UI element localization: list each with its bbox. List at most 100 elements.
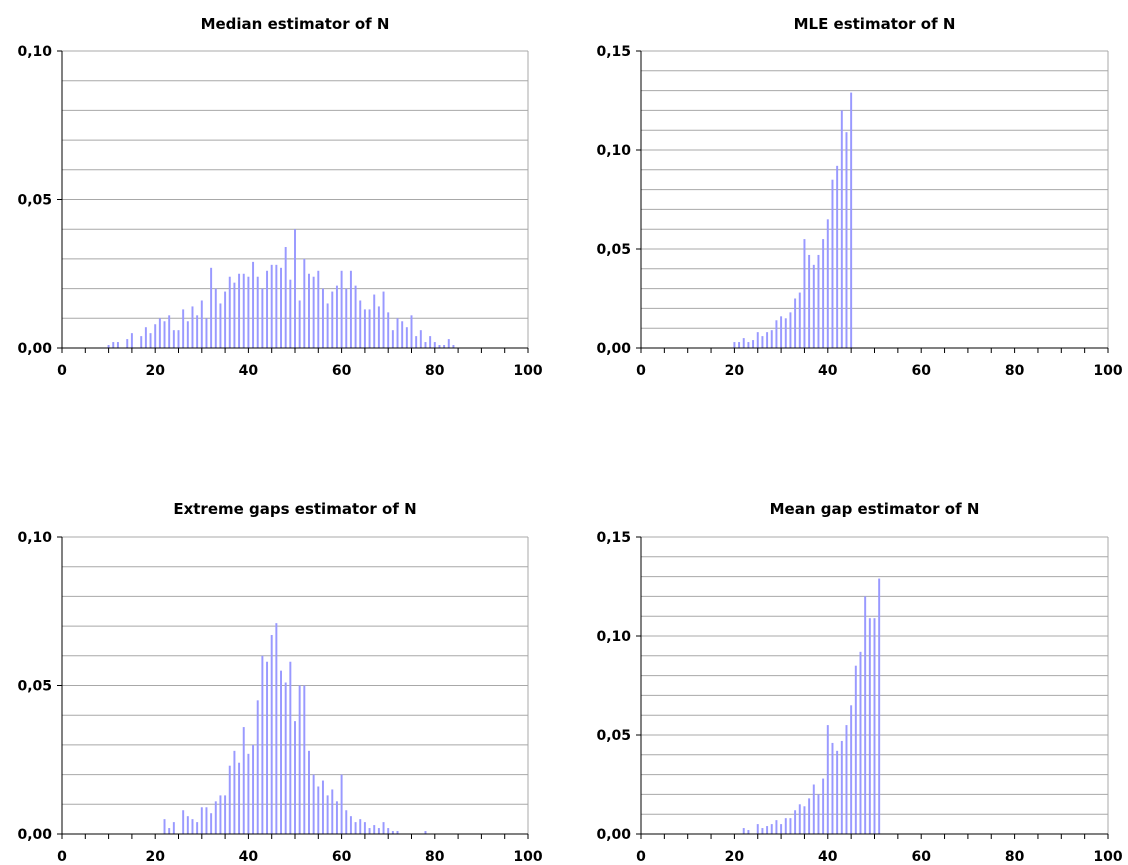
bar (200, 300, 203, 348)
x-tick-label: 80 (1005, 849, 1025, 865)
bar (387, 312, 390, 348)
bar (443, 345, 446, 348)
bar (438, 345, 441, 348)
bar (808, 254, 811, 348)
bar (836, 165, 839, 348)
bar (859, 651, 862, 834)
bar (363, 822, 366, 834)
chart-title: Mean gap estimator of N (770, 500, 980, 518)
bar (238, 273, 241, 348)
bar (168, 828, 171, 834)
bar (205, 318, 208, 348)
bar (140, 336, 143, 348)
bar (452, 345, 455, 348)
bar (270, 635, 273, 834)
bar (747, 830, 750, 834)
bar (798, 804, 801, 834)
bar (770, 330, 773, 348)
bar (854, 665, 857, 834)
x-tick-label: 60 (911, 849, 931, 865)
y-tick-label: 0,00 (596, 341, 631, 357)
bar (349, 270, 352, 348)
bar (766, 332, 769, 348)
y-tick-label: 0,05 (17, 193, 52, 209)
x-tick-label: 40 (239, 849, 259, 865)
bar (354, 822, 357, 834)
chart-panel: MLE estimator of N 0 20 40 60 80 100 0,00 0,05 0,… (596, 15, 1122, 379)
bar (331, 291, 334, 348)
bar (275, 623, 278, 834)
bar (826, 219, 829, 348)
bar (303, 258, 306, 348)
bar (312, 774, 315, 834)
bar (242, 273, 245, 348)
bar (766, 826, 769, 834)
x-tick-label: 20 (145, 363, 165, 379)
bar (186, 321, 189, 348)
y-tick-label: 0,00 (596, 827, 631, 843)
bar (345, 810, 348, 834)
bar (317, 270, 320, 348)
bar (794, 298, 797, 348)
bar (130, 333, 133, 348)
bar (368, 828, 371, 834)
bar (429, 336, 432, 348)
bar (447, 339, 450, 348)
bar (798, 292, 801, 348)
y-tick-label: 0,00 (17, 341, 52, 357)
x-tick-label: 40 (239, 363, 259, 379)
x-tick-label: 20 (725, 363, 745, 379)
bar (822, 778, 825, 834)
bar (742, 338, 745, 348)
y-tick-label: 0,10 (596, 629, 631, 645)
bar (808, 798, 811, 834)
bar (752, 340, 755, 348)
bar (789, 312, 792, 348)
bar (126, 339, 129, 348)
chart-panel: Median estimator of N 0 20 40 60 80 100 0,00 0,0… (17, 15, 542, 379)
bar (200, 807, 203, 834)
bar (868, 618, 871, 834)
x-tick-label: 40 (818, 363, 838, 379)
bar (177, 330, 180, 348)
bar (738, 342, 741, 348)
bar (196, 315, 199, 348)
bar (359, 819, 362, 834)
bar (256, 700, 259, 834)
bar (850, 92, 853, 348)
x-tick-label: 100 (513, 363, 542, 379)
x-tick-label: 100 (1093, 849, 1122, 865)
bar (373, 294, 376, 348)
bar (144, 327, 147, 348)
bar (377, 306, 380, 348)
bar (238, 762, 241, 834)
bar (224, 795, 227, 834)
bar (410, 315, 413, 348)
bar (326, 795, 329, 834)
bar (298, 300, 301, 348)
bar (864, 596, 867, 834)
bar (266, 661, 269, 834)
bar (219, 795, 222, 834)
bar (761, 336, 764, 348)
bar (349, 816, 352, 834)
bar (158, 318, 161, 348)
x-tick-label: 80 (425, 363, 445, 379)
bar (321, 780, 324, 834)
bar (233, 750, 236, 834)
bar (228, 765, 231, 834)
bar (747, 342, 750, 348)
bar (817, 794, 820, 834)
x-tick-label: 80 (1005, 363, 1025, 379)
bar (401, 321, 404, 348)
bar (363, 309, 366, 348)
bar (289, 661, 292, 834)
bar (840, 740, 843, 834)
bar (280, 670, 282, 834)
x-tick-label: 60 (332, 849, 352, 865)
bar (845, 132, 848, 348)
bar (803, 806, 806, 834)
bar (228, 276, 231, 348)
bar (191, 306, 194, 348)
bar (424, 831, 427, 834)
